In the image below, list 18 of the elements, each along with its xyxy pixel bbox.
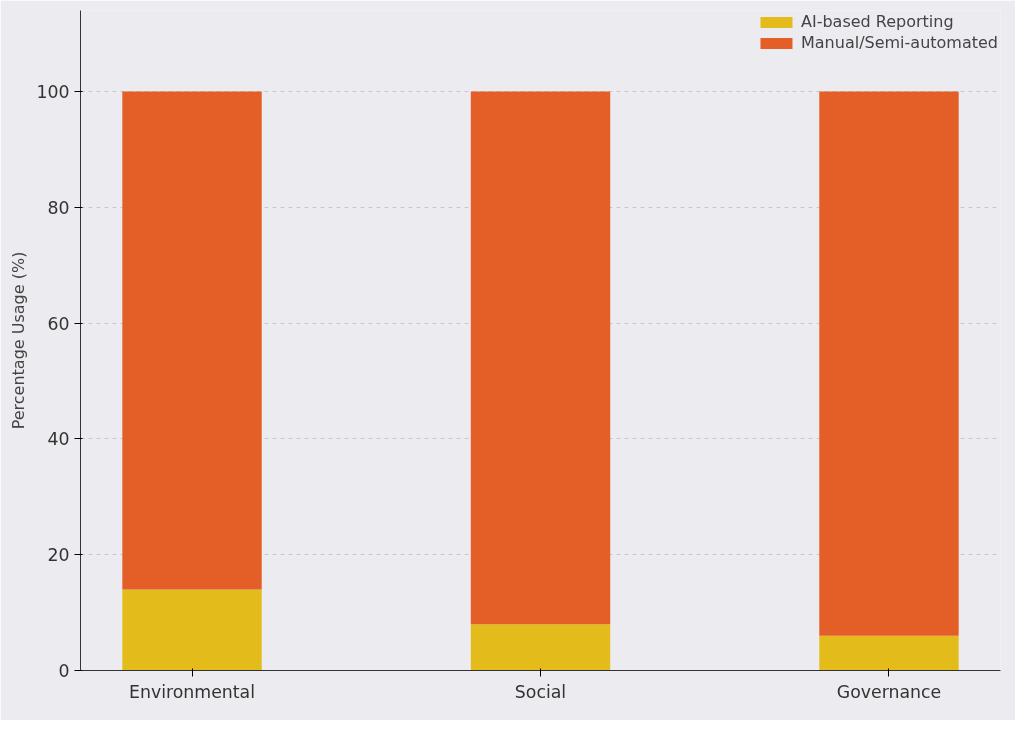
bar xyxy=(122,91,262,590)
y-tick-label: 20 xyxy=(47,545,70,566)
y-tick-label: 80 xyxy=(47,197,70,218)
bar xyxy=(470,624,611,671)
bar xyxy=(470,91,611,625)
bar xyxy=(122,589,262,671)
x-tick-label: Environmental xyxy=(128,681,256,702)
legend-label: Manual/Semi-automated xyxy=(800,33,998,52)
bar xyxy=(819,91,959,636)
y-tick-label: 40 xyxy=(47,429,70,450)
y-tick-label: 0 xyxy=(58,661,70,681)
y-axis-title: Percentage Usage (%) xyxy=(9,251,29,430)
y-tick-label: 60 xyxy=(47,313,70,334)
legend-label: AI-based Reporting xyxy=(800,12,954,31)
x-tick-label: Social xyxy=(514,681,567,702)
bar xyxy=(819,635,959,671)
x-tick-label: Governance xyxy=(836,681,942,702)
y-tick-label: 100 xyxy=(36,82,70,103)
